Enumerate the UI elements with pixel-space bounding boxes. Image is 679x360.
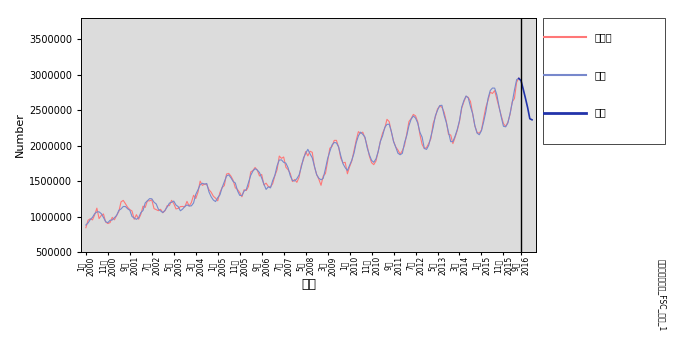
관측됨	[354, 130, 363, 134]
관측됨	[139, 204, 147, 208]
관측됨	[405, 120, 413, 124]
Line: 적합: 적합	[86, 78, 519, 225]
Y-axis label: Number: Number	[15, 113, 25, 157]
관측됨	[515, 76, 523, 80]
관측됨	[484, 98, 492, 102]
적합	[484, 96, 492, 100]
적합	[515, 76, 523, 81]
관측됨	[81, 225, 90, 230]
관측됨	[460, 100, 468, 104]
Text: 국제선여객수요_FSC_모델_1: 국제선여객수요_FSC_모델_1	[657, 259, 667, 332]
Text: 적합: 적합	[595, 70, 606, 80]
예측	[521, 96, 530, 100]
예측	[515, 76, 523, 81]
예측	[528, 118, 536, 122]
적합	[460, 98, 468, 103]
적합	[113, 213, 121, 217]
예측	[519, 87, 528, 91]
관측됨	[113, 213, 121, 218]
Line: 예측: 예측	[519, 78, 532, 120]
적합	[354, 134, 363, 138]
예측	[524, 105, 532, 110]
Text: 예측: 예측	[595, 108, 606, 117]
X-axis label: 날짜: 날짜	[301, 278, 316, 291]
Text: 관측됨: 관측됨	[595, 32, 612, 42]
적합	[405, 123, 413, 128]
적합	[81, 223, 90, 227]
Line: 관측됨: 관측됨	[86, 78, 519, 228]
예측	[526, 117, 534, 121]
적합	[139, 208, 147, 213]
예측	[517, 78, 525, 83]
